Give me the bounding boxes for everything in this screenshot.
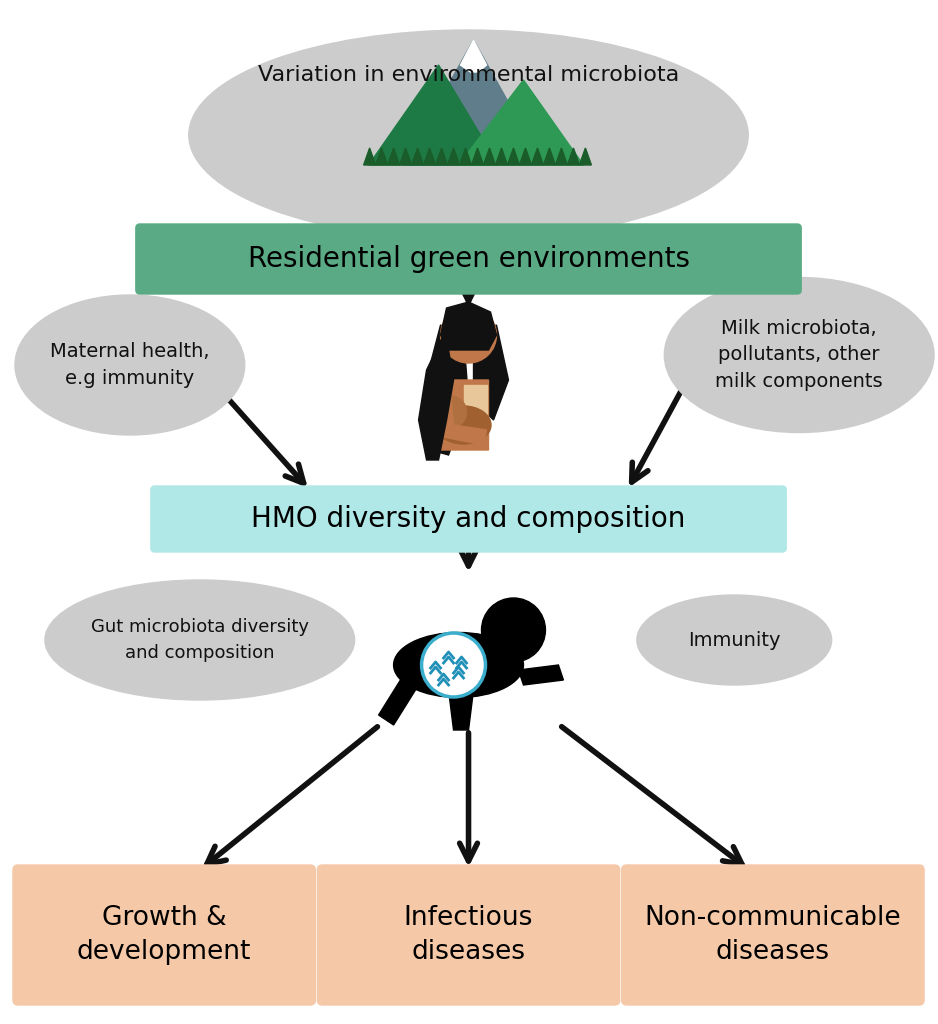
Polygon shape	[472, 148, 483, 165]
Polygon shape	[461, 40, 487, 72]
FancyBboxPatch shape	[317, 865, 620, 1005]
Text: Non-communicable
diseases: Non-communicable diseases	[644, 905, 901, 965]
Polygon shape	[379, 675, 418, 725]
Polygon shape	[532, 148, 543, 165]
Text: Milk microbiota,
pollutants, other
milk components: Milk microbiota, pollutants, other milk …	[716, 319, 883, 391]
Polygon shape	[412, 148, 424, 165]
Polygon shape	[507, 148, 520, 165]
Polygon shape	[424, 325, 468, 455]
Polygon shape	[580, 148, 591, 165]
Polygon shape	[483, 148, 495, 165]
Polygon shape	[364, 148, 375, 165]
Circle shape	[441, 307, 496, 362]
Polygon shape	[519, 665, 564, 685]
Polygon shape	[463, 385, 487, 430]
Polygon shape	[439, 380, 489, 450]
Polygon shape	[387, 148, 400, 165]
Ellipse shape	[45, 580, 355, 700]
Circle shape	[481, 598, 545, 662]
Polygon shape	[520, 148, 532, 165]
Polygon shape	[400, 148, 412, 165]
Polygon shape	[375, 148, 387, 165]
FancyBboxPatch shape	[622, 865, 924, 1005]
Polygon shape	[495, 148, 507, 165]
Polygon shape	[474, 325, 508, 420]
Text: Variation in environmental microbiota: Variation in environmental microbiota	[258, 65, 679, 85]
Polygon shape	[403, 40, 543, 165]
Polygon shape	[448, 690, 474, 730]
Polygon shape	[460, 148, 472, 165]
Circle shape	[434, 396, 466, 428]
Polygon shape	[555, 148, 567, 165]
Text: Growth &
development: Growth & development	[77, 905, 251, 965]
Ellipse shape	[637, 595, 832, 685]
Polygon shape	[369, 65, 498, 165]
Polygon shape	[567, 148, 580, 165]
Polygon shape	[459, 80, 583, 165]
Circle shape	[421, 633, 486, 697]
Polygon shape	[418, 335, 454, 460]
Polygon shape	[441, 302, 496, 350]
Ellipse shape	[15, 295, 245, 435]
Ellipse shape	[189, 30, 749, 240]
Polygon shape	[447, 148, 460, 165]
Polygon shape	[424, 148, 435, 165]
Polygon shape	[433, 395, 487, 445]
Polygon shape	[435, 148, 447, 165]
Text: Residential green environments: Residential green environments	[248, 245, 689, 273]
Text: HMO diversity and composition: HMO diversity and composition	[251, 505, 686, 534]
Ellipse shape	[394, 633, 523, 697]
Ellipse shape	[436, 406, 491, 444]
FancyBboxPatch shape	[13, 865, 315, 1005]
Ellipse shape	[664, 278, 934, 432]
Text: Gut microbiota diversity
and composition: Gut microbiota diversity and composition	[91, 618, 309, 662]
Polygon shape	[543, 148, 555, 165]
Text: Immunity: Immunity	[688, 631, 780, 649]
FancyBboxPatch shape	[136, 224, 801, 294]
Text: Infectious
diseases: Infectious diseases	[404, 905, 533, 965]
Text: Maternal health,
e.g immunity: Maternal health, e.g immunity	[50, 342, 209, 388]
FancyBboxPatch shape	[151, 486, 786, 552]
